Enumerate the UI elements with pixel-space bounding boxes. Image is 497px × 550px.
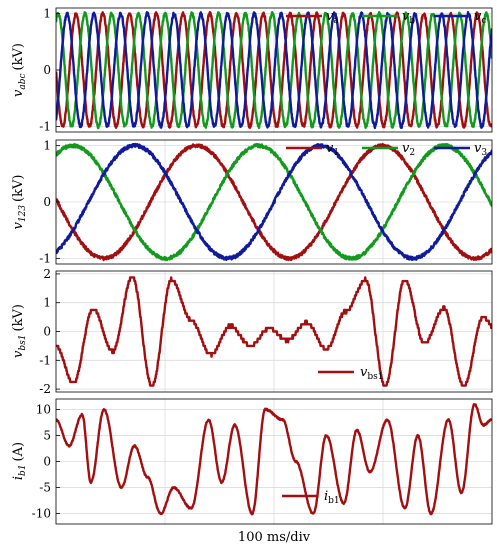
y-axis-label-ib1: ib1(A) (11, 442, 28, 480)
y-tick-label: 0 (43, 325, 51, 339)
y-tick-label: -2 (39, 382, 51, 396)
y-axis-label-vbs1: vbs1(kV) (11, 304, 28, 358)
legend-v123: v1 v2 v3 (286, 141, 487, 158)
y-tick-label: 2 (43, 267, 51, 281)
plot-area-v123 (56, 142, 492, 262)
legend-label-vc: vc (474, 9, 486, 26)
y-axis-label-vabc: vabc(kV) (11, 43, 28, 97)
x-axis-label: 100 ms/div (238, 530, 311, 545)
y-tick-label: 0 (43, 195, 51, 209)
legend-label-vb: vb (402, 9, 415, 26)
y-ticks-vabc: 1 0 -1 (39, 7, 60, 133)
legend-label-v1: v1 (326, 141, 339, 158)
y-tick-label: 0 (43, 455, 51, 469)
series-line-v3 (56, 142, 492, 262)
panel-vabc: 1 0 -1 vabc(kV) va vb vc (11, 7, 493, 133)
y-tick-label: -1 (39, 251, 51, 265)
y-ticks-ib1: 10 5 0 -5 -10 (32, 402, 60, 521)
y-ticks-v123: 1 0 -1 (39, 139, 60, 265)
y-tick-label: 1 (43, 296, 51, 310)
y-ticks-vbs1: 2 1 0 -1 -2 (39, 267, 60, 396)
legend-label-v2: v2 (402, 141, 415, 158)
series-line-vc (56, 10, 492, 130)
legend-label-vbs1: vbs1 (360, 365, 383, 382)
legend-vabc: va vb vc (286, 9, 486, 26)
series-line-vbs1 (56, 276, 492, 387)
legend-label-v3: v3 (474, 141, 487, 158)
panel-v123: 1 0 -1 v123(kV) v1 v2 v3 (11, 139, 493, 265)
y-tick-label: 5 (43, 428, 51, 442)
y-tick-label: -1 (39, 119, 51, 133)
legend-label-ib1: ib1 (324, 489, 340, 506)
y-tick-label: -10 (32, 507, 51, 521)
series-line-ib1 (56, 403, 492, 516)
y-tick-label: -5 (39, 481, 51, 495)
panel-ib1: 10 5 0 -5 -10 ib1(A) ib1 (11, 398, 493, 525)
plot-area-vbs1 (56, 276, 492, 387)
y-axis-label-v123: v123(kV) (11, 175, 28, 230)
panel-vbs1: 2 1 0 -1 -2 vbs1(kV) vbs1 (11, 267, 493, 396)
plot-area-ib1 (56, 403, 492, 516)
plot-area-vabc (56, 10, 492, 130)
legend-ib1: ib1 (282, 489, 340, 506)
y-tick-label: 1 (43, 139, 51, 153)
y-tick-label: -1 (39, 353, 51, 367)
y-tick-label: 1 (43, 7, 51, 21)
series-line-v1 (56, 142, 492, 262)
series-line-v2 (56, 142, 492, 262)
legend-vbs1: vbs1 (318, 365, 383, 382)
series-line-vb (56, 11, 492, 130)
y-tick-label: 10 (36, 402, 51, 416)
y-tick-label: 0 (43, 63, 51, 77)
legend-label-va: va (326, 9, 339, 26)
